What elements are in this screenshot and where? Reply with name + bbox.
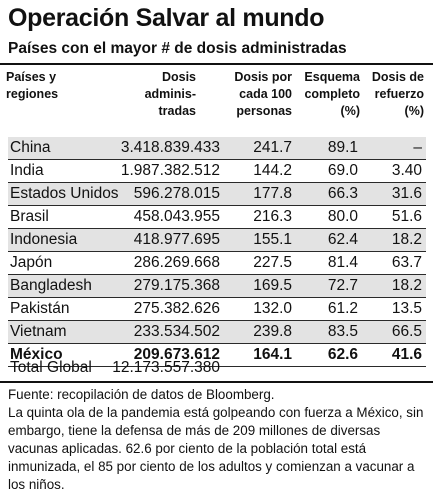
booster-cell: – <box>413 139 422 156</box>
page-title: Operación Salvar al mundo <box>8 4 325 32</box>
table-row: Vietnam 233.534.502 239.8 83.5 66.5 <box>8 321 426 344</box>
top-divider <box>0 63 433 65</box>
country-cell: Pakistán <box>10 300 70 317</box>
complete-cell: 89.1 <box>327 139 358 156</box>
source-note: Fuente: recopilación de datos de Bloombe… <box>8 387 275 402</box>
header-booster: Dosis de refuerzo (%) <box>364 69 424 120</box>
bottom-divider <box>0 381 433 383</box>
doses-cell: 458.043.955 <box>133 208 220 225</box>
header-country: Países y regiones <box>6 69 96 103</box>
total-label: Total Global <box>10 359 92 376</box>
data-table: China 3.418.839.433 241.7 89.1 – India 1… <box>8 137 426 367</box>
complete-cell: 62.6 <box>327 346 358 363</box>
header-booster-line: refuerzo <box>374 87 424 101</box>
header-complete: Esquema completo (%) <box>296 69 360 120</box>
doses-cell: 286.269.668 <box>133 254 220 271</box>
table-row-highlight: México 209.673.612 164.1 62.6 41.6 <box>8 344 426 367</box>
header-complete-line: Esquema <box>304 70 360 84</box>
complete-cell: 66.3 <box>327 185 358 202</box>
header-per100-line: Dosis por <box>234 70 292 84</box>
country-cell: India <box>10 162 44 179</box>
doses-cell: 596.278.015 <box>133 185 220 202</box>
per100-cell: 144.2 <box>253 162 292 179</box>
header-doses-line: tradas <box>158 104 196 118</box>
booster-cell: 3.40 <box>391 162 422 179</box>
table-row: India 1.987.382.512 144.2 69.0 3.40 <box>8 160 426 183</box>
header-per100: Dosis por cada 100 personas <box>212 69 292 120</box>
table-row: Japón 286.269.668 227.5 81.4 63.7 <box>8 252 426 275</box>
country-cell: Brasil <box>10 208 49 225</box>
booster-cell: 66.5 <box>391 323 422 340</box>
doses-cell: 3.418.839.433 <box>120 139 220 156</box>
per100-cell: 216.3 <box>253 208 292 225</box>
header-country-line: regiones <box>6 87 59 101</box>
header-per100-line: cada 100 <box>239 87 292 101</box>
country-cell: Vietnam <box>10 323 67 340</box>
doses-cell: 275.382.626 <box>133 300 220 317</box>
header-complete-line: completo <box>304 87 360 101</box>
table-row: Estados Unidos 596.278.015 177.8 66.3 31… <box>8 183 426 206</box>
table-row: Pakistán 275.382.626 132.0 61.2 13.5 <box>8 298 426 321</box>
per100-cell: 164.1 <box>253 346 292 363</box>
header-doses: Dosis adminis- tradas <box>100 69 196 120</box>
header-booster-line: Dosis de <box>371 70 424 84</box>
header-booster-line: (%) <box>404 104 424 118</box>
per100-cell: 169.5 <box>253 277 292 294</box>
booster-cell: 31.6 <box>391 185 422 202</box>
doses-cell: 209.673.612 <box>133 346 220 363</box>
header-doses-line: Dosis <box>161 70 196 84</box>
per100-cell: 227.5 <box>253 254 292 271</box>
complete-cell: 62.4 <box>327 231 358 248</box>
booster-cell: 41.6 <box>391 346 422 363</box>
page-subtitle: Países con el mayor # de dosis administr… <box>8 40 347 57</box>
body-note: La quinta ola de la pandemia está golpea… <box>8 405 424 492</box>
country-cell: México <box>10 346 63 363</box>
complete-cell: 69.0 <box>327 162 358 179</box>
table-row: Brasil 458.043.955 216.3 80.0 51.6 <box>8 206 426 229</box>
country-cell: Bangladesh <box>10 277 92 294</box>
header-complete-line: (%) <box>340 104 360 118</box>
table-row: China 3.418.839.433 241.7 89.1 – <box>8 137 426 160</box>
notes: Fuente: recopilación de datos de Bloombe… <box>8 386 428 494</box>
country-cell: Japón <box>10 254 53 271</box>
country-cell: Indonesia <box>10 231 78 248</box>
country-cell: Estados Unidos <box>10 185 119 202</box>
doses-cell: 233.534.502 <box>133 323 220 340</box>
booster-cell: 63.7 <box>391 254 422 271</box>
per100-cell: 241.7 <box>253 139 292 156</box>
country-cell: China <box>10 139 51 156</box>
per100-cell: 177.8 <box>253 185 292 202</box>
complete-cell: 61.2 <box>327 300 358 317</box>
per100-cell: 155.1 <box>253 231 292 248</box>
header-country-line: Países y <box>6 70 57 84</box>
booster-cell: 18.2 <box>391 231 422 248</box>
doses-cell: 418.977.695 <box>133 231 220 248</box>
table-row: Indonesia 418.977.695 155.1 62.4 18.2 <box>8 229 426 252</box>
doses-cell: 279.175.368 <box>133 277 220 294</box>
booster-cell: 13.5 <box>391 300 422 317</box>
complete-cell: 83.5 <box>327 323 358 340</box>
doses-cell: 1.987.382.512 <box>120 162 220 179</box>
booster-cell: 51.6 <box>391 208 422 225</box>
header-per100-line: personas <box>236 104 292 118</box>
header-doses-line: adminis- <box>144 87 196 101</box>
complete-cell: 72.7 <box>327 277 358 294</box>
complete-cell: 81.4 <box>327 254 358 271</box>
per100-cell: 132.0 <box>253 300 292 317</box>
complete-cell: 80.0 <box>327 208 358 225</box>
table-row: Bangladesh 279.175.368 169.5 72.7 18.2 <box>8 275 426 298</box>
total-doses: 12.173.557.380 <box>112 359 220 376</box>
per100-cell: 239.8 <box>253 323 292 340</box>
booster-cell: 18.2 <box>391 277 422 294</box>
total-row: Total Global 12.173.557.380 <box>8 357 426 379</box>
